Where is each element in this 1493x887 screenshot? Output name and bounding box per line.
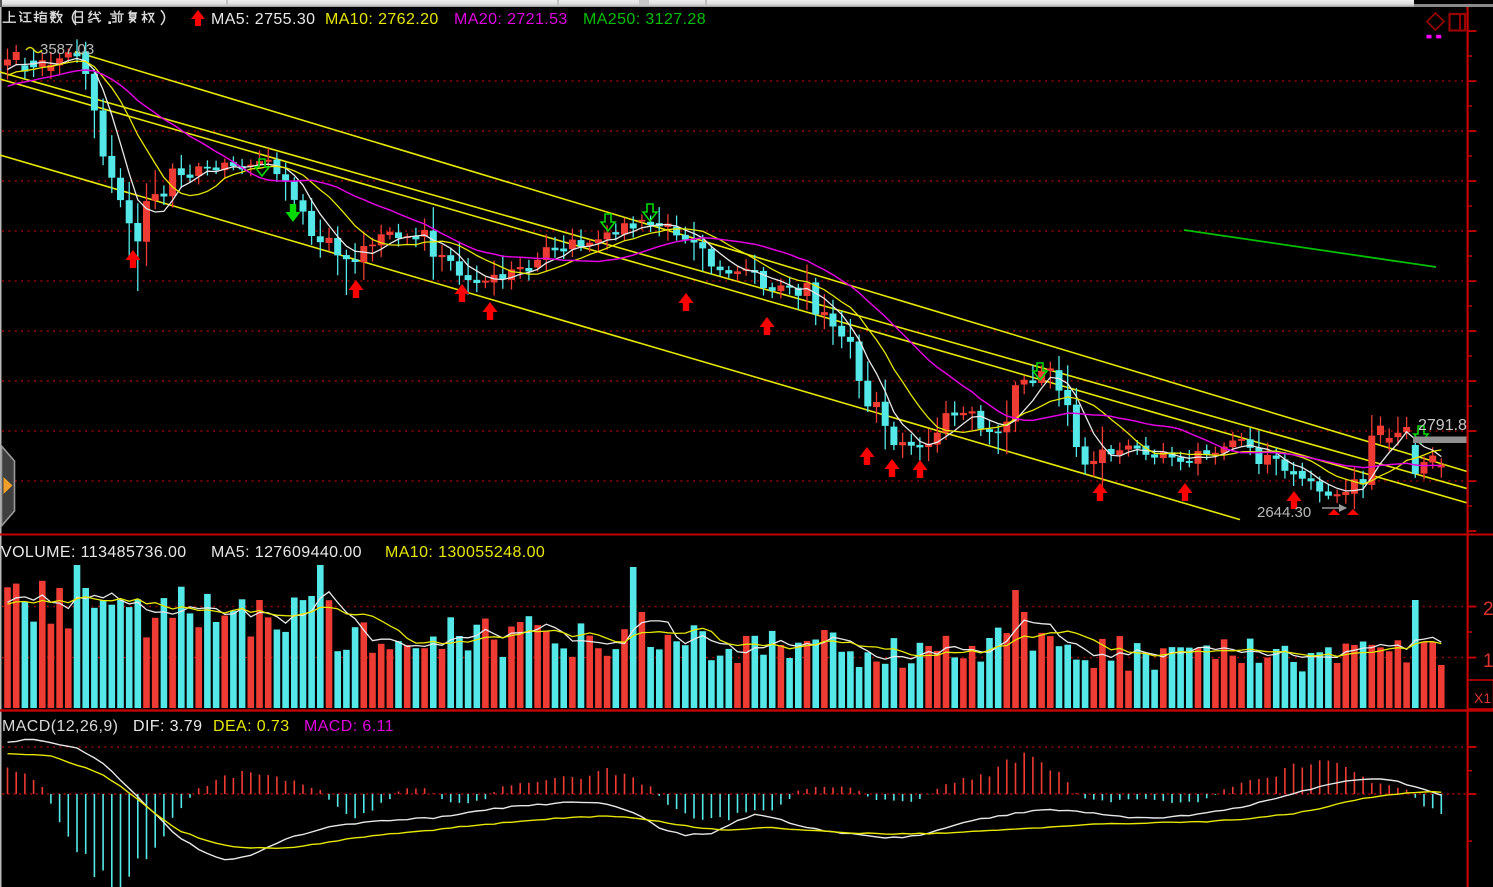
svg-text:MA10: 130055248.00: MA10: 130055248.00	[385, 544, 545, 561]
svg-text:2: 2	[1483, 599, 1493, 620]
svg-text:MA10: 2762.20: MA10: 2762.20	[325, 11, 439, 28]
svg-text:MA5: 127609440.00: MA5: 127609440.00	[211, 544, 362, 561]
svg-text:MA250: 3127.28: MA250: 3127.28	[583, 11, 706, 28]
svg-text:3587.03: 3587.03	[40, 41, 94, 58]
svg-text:MA20: 2721.53: MA20: 2721.53	[454, 11, 568, 28]
svg-text:MACD(12,26,9): MACD(12,26,9)	[2, 718, 118, 735]
svg-text:VOLUME: 113485736.00: VOLUME: 113485736.00	[1, 544, 187, 561]
svg-text:2644.30: 2644.30	[1257, 504, 1311, 521]
svg-text:2791.8: 2791.8	[1418, 417, 1467, 434]
svg-text:MACD: 6.11: MACD: 6.11	[304, 718, 394, 735]
svg-text:DEA: 0.73: DEA: 0.73	[213, 718, 290, 735]
svg-text:MA5: 2755.30: MA5: 2755.30	[211, 11, 315, 28]
svg-text:1: 1	[1483, 651, 1493, 672]
svg-text:X1: X1	[1474, 690, 1491, 706]
svg-text:DIF: 3.79: DIF: 3.79	[133, 718, 202, 735]
